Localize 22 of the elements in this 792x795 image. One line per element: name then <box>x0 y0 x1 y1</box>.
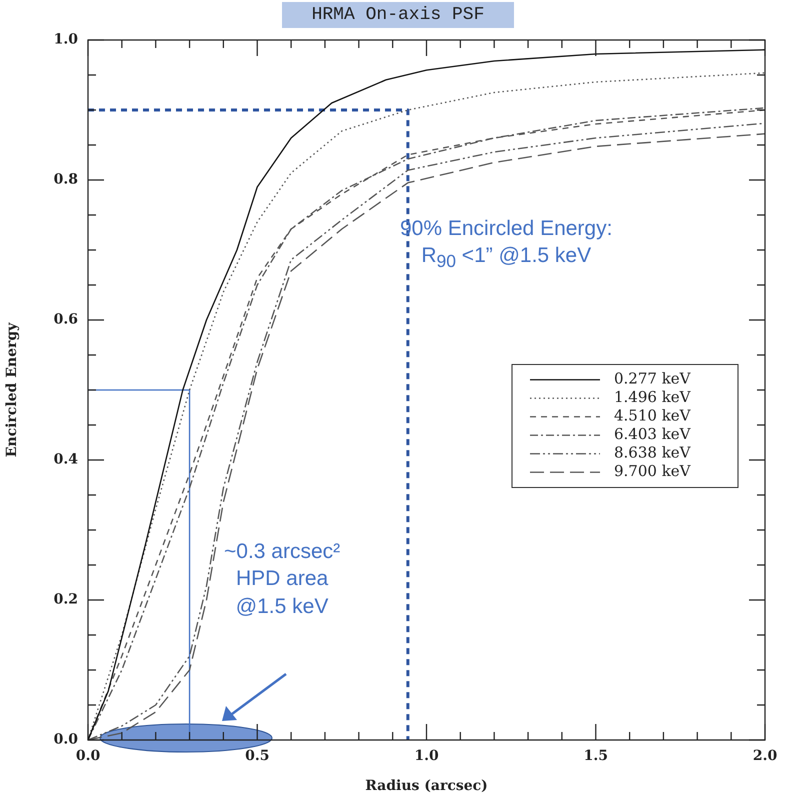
chart-title: HRMA On-axis PSF <box>282 2 514 28</box>
x-tick-label: 1.0 <box>414 748 439 764</box>
x-tick-label: 1.5 <box>584 748 608 764</box>
annotation: 90% Encircled Energy: R$_{90}$ <1” @1.5 keV <box>400 216 612 274</box>
x-tick-label: 0.0 <box>76 748 100 764</box>
x-axis-title: Radius (arcsec) <box>365 778 488 794</box>
annotation: ~0.3 arcsec² HPD area @1.5 keV <box>224 539 340 620</box>
legend-label: 8.638 keV <box>614 444 692 462</box>
y-tick-label: 0.2 <box>54 592 78 608</box>
y-tick-label: 0.0 <box>54 732 78 748</box>
legend-label: 0.277 keV <box>614 370 692 388</box>
y-tick-label: 0.6 <box>54 312 78 328</box>
y-axis-title: Encircled Energy <box>4 322 20 458</box>
y-tick-label: 1.0 <box>54 32 78 48</box>
x-tick-label: 2.0 <box>752 748 778 764</box>
legend-label: 4.510 keV <box>614 406 692 425</box>
y-tick-label: 0.8 <box>54 172 78 188</box>
legend-label: 1.496 keV <box>614 388 692 406</box>
legend-label: 9.700 keV <box>614 462 692 480</box>
legend-label: 6.403 keV <box>614 425 692 444</box>
y-tick-label: 0.4 <box>54 452 78 468</box>
x-tick-label: 0.5 <box>245 748 270 764</box>
